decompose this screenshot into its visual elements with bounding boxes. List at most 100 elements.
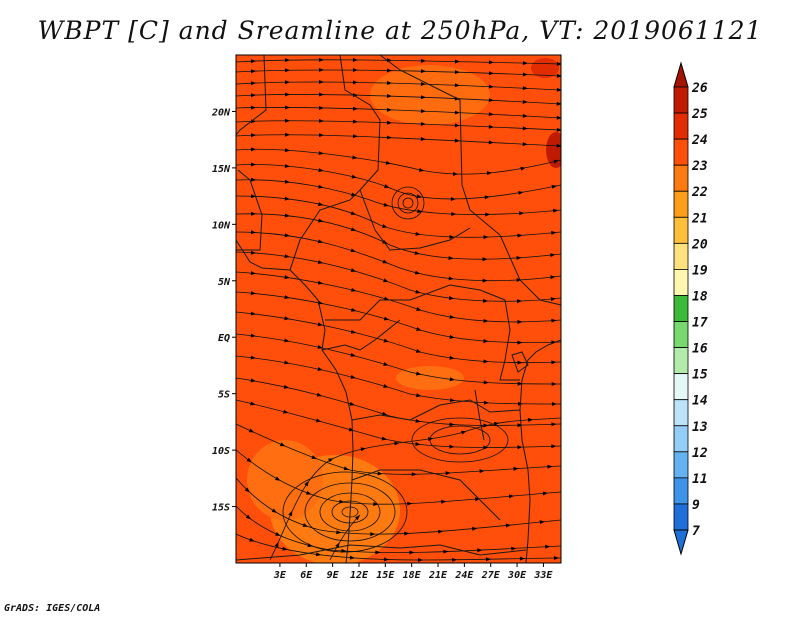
streamline-arrowhead	[416, 194, 422, 199]
streamline-arrowhead	[381, 436, 387, 441]
streamline-arrowhead	[416, 393, 422, 398]
streamline	[236, 355, 561, 405]
lat-tick-label: 20N	[211, 107, 231, 118]
streamline	[236, 449, 561, 505]
border	[461, 184, 561, 306]
streamline	[236, 134, 561, 147]
wbpt-patch-hot-ne	[546, 132, 561, 168]
streamline-arrowhead	[420, 109, 426, 114]
streamline-arrowhead	[483, 339, 489, 344]
longitude-axis: 3E 6E 9E 12E 15E 18E 21E 24E 27E 30E 33E	[273, 563, 553, 581]
streamline-arrowhead	[420, 137, 426, 142]
streamline-arrowhead	[284, 80, 290, 85]
streamline-arrowhead	[517, 319, 523, 324]
colorbar-label: 23	[691, 159, 708, 174]
streamline-arrowhead	[343, 466, 349, 471]
streamline-arrowhead	[250, 250, 256, 255]
streamline-arrowhead	[454, 70, 460, 75]
streamline-arrowhead	[284, 233, 290, 238]
streamline-arrowhead	[283, 384, 290, 389]
lon-tick-label: 15E	[376, 570, 395, 581]
streamline-arrowhead	[288, 510, 293, 517]
streamline-arrowhead	[551, 318, 557, 323]
streamline-arrowhead	[420, 95, 426, 100]
streamline-arrowhead	[318, 218, 324, 223]
streamline-arrowhead	[551, 381, 557, 386]
streamline-arrowhead	[450, 197, 456, 202]
streamline-arrowhead	[375, 550, 381, 555]
colorbar-top-triangle	[673, 61, 689, 88]
streamline-arrowhead	[551, 230, 557, 235]
lat-tick-label: 15N	[212, 164, 231, 175]
streamline	[236, 231, 561, 282]
streamline-arrowhead	[284, 213, 290, 218]
lon-tick-label: 27E	[481, 570, 501, 581]
streamline-arrowhead	[479, 469, 485, 474]
streamline-arrowhead	[318, 105, 324, 110]
streamline-arrowhead	[352, 106, 358, 111]
streamline-arrowhead	[284, 164, 290, 168]
lat-tick-label: 5N	[218, 277, 231, 288]
streamline-arrowhead	[556, 87, 561, 92]
streamline-arrowhead	[488, 112, 494, 117]
streamline-arrowhead	[449, 377, 455, 382]
border	[321, 319, 401, 351]
streamline-arrowhead	[351, 307, 357, 312]
lon-tick-label: 24E	[454, 570, 474, 581]
streamline-arrowhead	[304, 481, 309, 487]
streamline-arrowhead	[282, 546, 288, 551]
streamline	[269, 417, 561, 561]
streamline-arrowhead	[451, 211, 457, 216]
streamline-arrowhead	[542, 491, 548, 496]
streamline-arrowhead	[417, 558, 423, 563]
streamline-arrowhead	[349, 555, 355, 560]
streamline-arrowhead	[505, 523, 511, 528]
streamline-arrowhead	[420, 82, 426, 87]
lake	[474, 389, 485, 441]
colorbar-swatch	[673, 164, 689, 192]
colorbar-bottom-triangle	[673, 529, 689, 556]
streamline-arrowhead	[245, 514, 251, 520]
streamline-arrowhead	[475, 497, 481, 502]
streamline-arrowhead	[517, 445, 523, 450]
streamline-arrowhead	[284, 118, 290, 123]
colorbar-label: 14	[692, 394, 708, 409]
streamline-arrowhead	[508, 494, 515, 499]
streamline-arrowhead	[483, 423, 489, 428]
border	[359, 189, 471, 251]
streamline-arrowhead	[488, 124, 494, 129]
streamline-arrowhead	[411, 472, 417, 477]
streamline-arrowhead	[271, 508, 277, 513]
streamline-arrowhead	[318, 92, 324, 97]
streamline-arrowhead	[250, 271, 256, 276]
streamline-arrowhead	[317, 366, 323, 371]
streamline-arrowhead	[522, 126, 528, 131]
streamline-arrowhead	[551, 360, 557, 365]
streamline-arrowhead	[250, 291, 256, 296]
lon-tick-label: 12E	[350, 570, 369, 581]
streamline-arrowhead	[420, 69, 426, 74]
lon-tick-label: 6E	[300, 570, 313, 581]
colorbar-label: 25	[691, 107, 708, 122]
streamline-arrowhead	[352, 80, 358, 85]
wbpt-shading	[247, 58, 561, 563]
streamline-arrowhead	[550, 275, 556, 280]
vortex-south	[331, 500, 369, 524]
streamline-arrowhead	[250, 162, 256, 167]
streamlines	[236, 59, 561, 561]
wbpt-patch-cool-sw2	[247, 440, 323, 520]
streamline-arrowhead	[482, 257, 488, 262]
streamline-arrowhead	[274, 541, 279, 548]
streamline-arrowhead	[350, 211, 356, 215]
colorbar-swatch	[673, 295, 689, 322]
country-borders	[236, 55, 561, 563]
border	[289, 189, 361, 271]
streamline-arrowhead	[486, 171, 493, 176]
streamline-arrowhead	[335, 542, 340, 548]
streamline-arrowhead	[351, 174, 357, 179]
streamline-arrowhead	[513, 466, 519, 471]
streamline-arrowhead	[522, 142, 528, 147]
streamline-arrowhead	[415, 442, 421, 447]
eddy-east	[411, 417, 509, 463]
streamline-arrowhead	[383, 557, 389, 562]
